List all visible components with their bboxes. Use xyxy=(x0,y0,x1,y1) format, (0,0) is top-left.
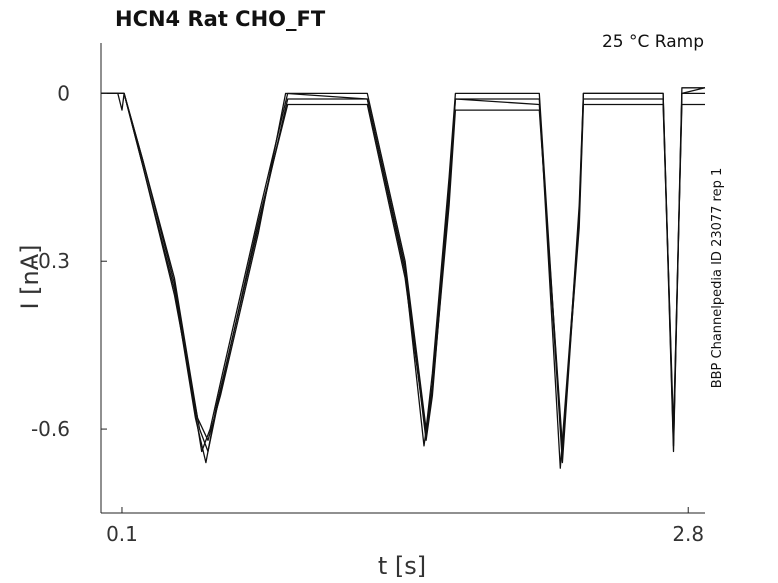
y-tick-label-3: -0.6 xyxy=(31,417,70,441)
channelpedia-id-label: BBP Channelpedia ID 23077 rep 1 xyxy=(710,168,725,389)
condition-label: 25 °C Ramp xyxy=(602,32,704,52)
y-axis-label: I [nA] xyxy=(16,244,44,309)
ticks: 0 -0.3 -0.6 0.1 2.8 xyxy=(31,81,704,546)
trace-2 xyxy=(101,87,705,469)
trace-1 xyxy=(101,87,706,458)
x-tick-label-1: 0.1 xyxy=(106,522,138,546)
trace-3 xyxy=(101,92,705,464)
x-axis-label: t [s] xyxy=(378,552,426,580)
y-tick-label-1: 0 xyxy=(57,81,70,105)
y-tick-label-2: -0.3 xyxy=(31,249,70,273)
trace-4 xyxy=(101,92,705,453)
traces xyxy=(101,87,706,469)
chart-title: HCN4 Rat CHO_FT xyxy=(115,7,326,31)
x-tick-label-2: 2.8 xyxy=(672,522,704,546)
